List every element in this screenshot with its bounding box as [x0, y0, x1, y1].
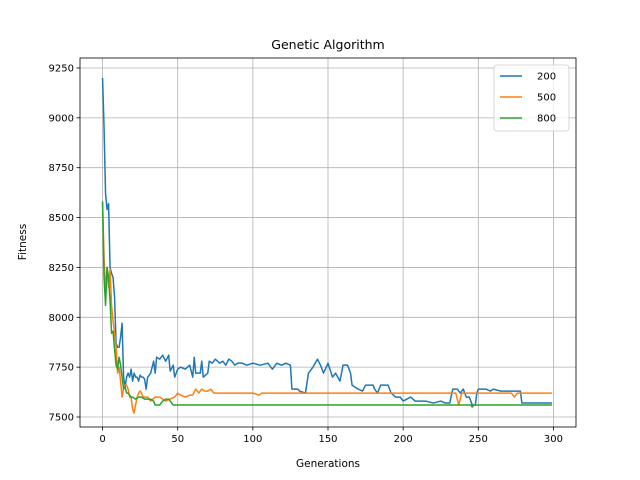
y-tick-label: 7500 [49, 413, 74, 424]
chart-title: Genetic Algorithm [271, 37, 384, 52]
x-tick-label: 50 [171, 434, 184, 445]
series-line-500 [101, 201, 552, 414]
x-tick-label: 150 [318, 434, 337, 445]
series-line-800 [101, 201, 552, 408]
series-lines [101, 77, 552, 414]
legend-label-500: 500 [537, 93, 556, 104]
y-tick-label: 7750 [49, 363, 74, 374]
y-tick-label: 8750 [49, 163, 74, 174]
legend-box [493, 64, 570, 132]
y-axis-label: Fitness [17, 224, 29, 260]
series-line-200 [101, 77, 552, 406]
y-tick-label: 8500 [49, 213, 74, 224]
y-tick-label: 8250 [49, 263, 74, 274]
x-tick-label: 250 [469, 434, 488, 445]
grid [80, 58, 576, 427]
y-tick-label: 9000 [49, 113, 74, 124]
x-tick-label: 300 [544, 434, 563, 445]
legend: 200 500 800 [493, 64, 570, 132]
axis-ticks: 0 50 100 150 200 250 300 7500 7750 8000 8250 8500 87… [49, 63, 563, 445]
x-axis-label: Generations [296, 458, 360, 470]
y-tick-label: 9250 [49, 63, 74, 74]
x-tick-label: 100 [243, 434, 262, 445]
x-tick-label: 0 [99, 434, 105, 445]
y-tick-label: 8000 [49, 313, 74, 324]
x-tick-label: 200 [394, 434, 413, 445]
legend-label-800: 800 [537, 114, 556, 125]
legend-label-200: 200 [537, 72, 556, 83]
